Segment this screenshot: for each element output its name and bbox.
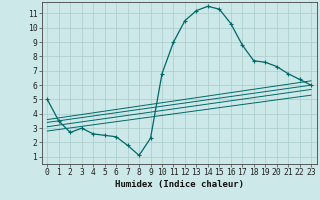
X-axis label: Humidex (Indice chaleur): Humidex (Indice chaleur) [115,180,244,189]
